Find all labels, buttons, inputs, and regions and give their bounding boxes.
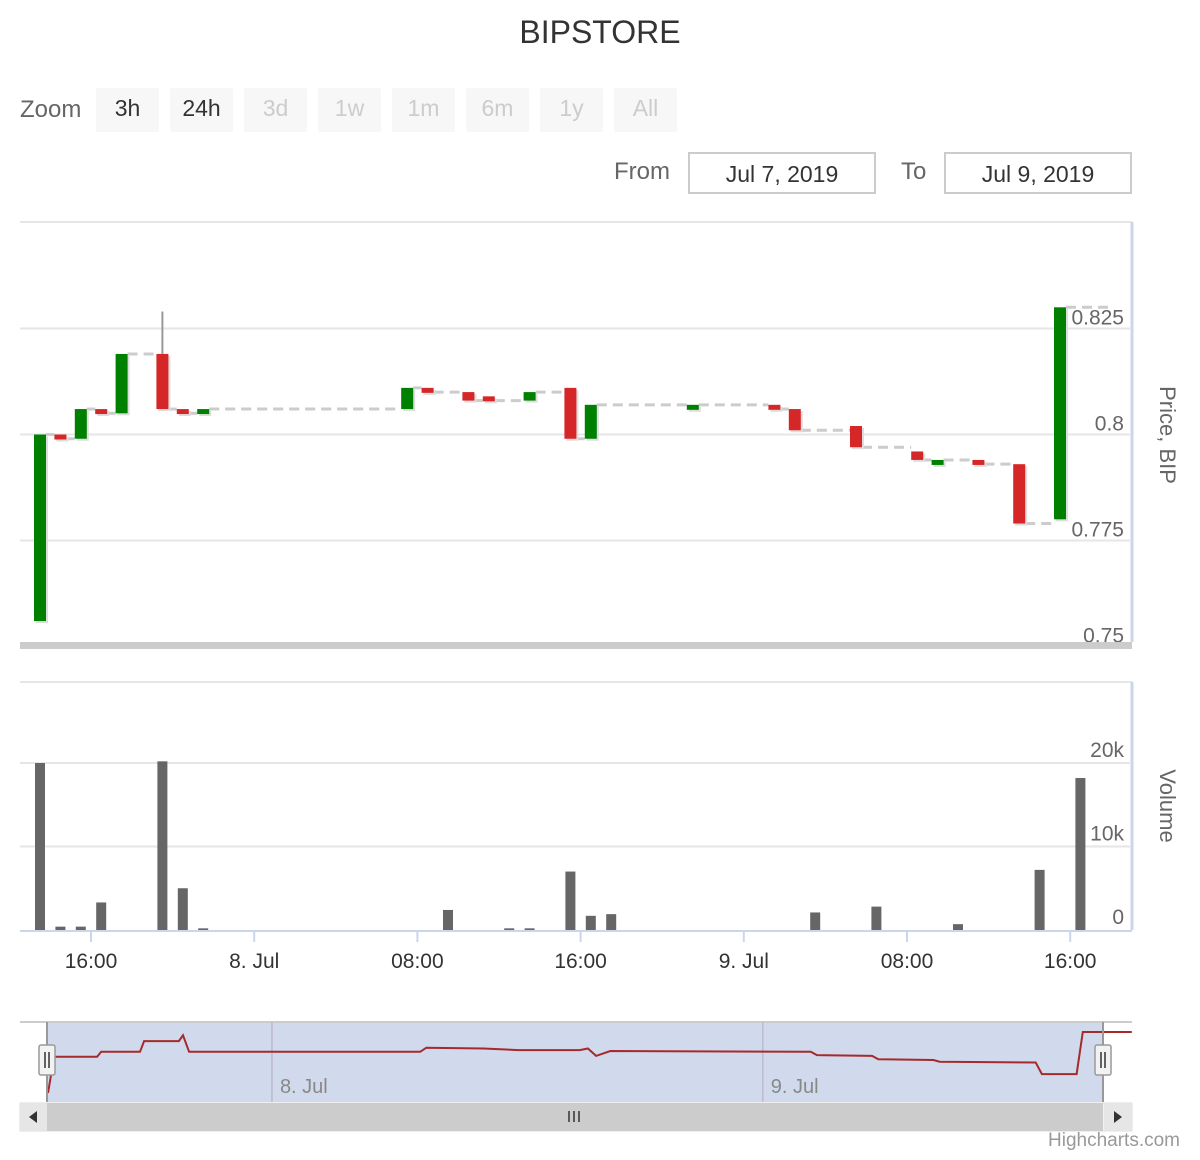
time-tick-label: 8. Jul: [229, 950, 279, 973]
volume-grid: [20, 681, 1134, 930]
volume-bar[interactable]: [198, 928, 209, 930]
arrow-left-icon: [29, 1111, 37, 1123]
candle[interactable]: [584, 404, 597, 439]
candle[interactable]: [1013, 464, 1026, 524]
candle[interactable]: [768, 404, 781, 410]
time-tick-label: 9. Jul: [719, 950, 769, 973]
time-tick-label: 08:00: [391, 950, 444, 973]
navigator-label: 9. Jul: [771, 1076, 819, 1098]
candle[interactable]: [74, 409, 87, 439]
volume-bar[interactable]: [810, 912, 821, 930]
time-tick-label: 08:00: [881, 950, 934, 973]
volume-bar[interactable]: [1034, 869, 1045, 930]
volume-axis: 0 10k 20k: [1090, 739, 1124, 929]
price-axis: 0.75 0.775 0.8 0.825: [1071, 307, 1124, 648]
candle[interactable]: [156, 353, 169, 410]
price-axis-title: Price, BIP: [1155, 386, 1180, 484]
volume-bar[interactable]: [443, 909, 453, 930]
candle[interactable]: [115, 353, 128, 414]
price-tick-label: 0.775: [1071, 519, 1124, 542]
volume-bar[interactable]: [177, 888, 188, 930]
chart-title: BIPSTORE: [519, 14, 681, 50]
price-tick-label: 0.75: [1083, 625, 1124, 648]
candle[interactable]: [176, 409, 189, 415]
volume-bar[interactable]: [1075, 778, 1086, 930]
volume-bar[interactable]: [524, 928, 535, 930]
candlestick-series[interactable]: [34, 307, 1068, 624]
zoom-button-1m[interactable]: 1m: [392, 88, 455, 132]
zoom-label: Zoom: [20, 96, 82, 123]
volume-bar[interactable]: [585, 915, 596, 930]
time-axis: 16:00 8. Jul 08:00 16:00 9. Jul 08:00 16:00: [20, 930, 1132, 973]
candle[interactable]: [523, 392, 536, 401]
price-connector-lines: [46, 305, 1114, 526]
range-from-input[interactable]: Jul 7, 2019: [688, 152, 876, 194]
navigator-right-handle[interactable]: [1094, 1022, 1112, 1102]
arrow-right-icon: [1114, 1111, 1122, 1123]
candle[interactable]: [95, 409, 108, 415]
volume-bar[interactable]: [565, 871, 576, 930]
candle[interactable]: [401, 387, 414, 410]
volume-bar[interactable]: [35, 763, 45, 930]
zoom-button-3d[interactable]: 3d: [244, 88, 307, 132]
candle[interactable]: [911, 451, 924, 460]
volume-bar[interactable]: [55, 926, 66, 930]
volume-bar[interactable]: [157, 761, 168, 930]
candle[interactable]: [931, 459, 944, 465]
candle[interactable]: [482, 396, 495, 402]
volume-series[interactable]: [35, 761, 1086, 930]
zoom-button-3h[interactable]: 3h: [96, 88, 159, 132]
candle[interactable]: [197, 409, 210, 415]
volume-bar[interactable]: [96, 902, 107, 930]
navigator-label: 8. Jul: [280, 1076, 328, 1098]
volume-bar[interactable]: [953, 924, 963, 930]
candle[interactable]: [972, 459, 985, 465]
zoom-button-1w[interactable]: 1w: [318, 88, 381, 132]
price-tick-label: 0.8: [1095, 413, 1124, 436]
candle[interactable]: [1054, 307, 1066, 520]
zoom-button-24h[interactable]: 24h: [170, 88, 233, 132]
candle[interactable]: [788, 409, 801, 431]
volume-bar[interactable]: [504, 928, 515, 930]
candle[interactable]: [462, 392, 475, 401]
volume-bar[interactable]: [75, 926, 86, 930]
zoom-button-all[interactable]: All: [614, 88, 677, 132]
time-tick-label: 16:00: [65, 950, 118, 973]
price-pane-divider: [20, 642, 1132, 649]
scrollbar-thumb[interactable]: [47, 1103, 1103, 1131]
range-to-label: To: [901, 158, 927, 185]
volume-axis-title: Volume: [1155, 769, 1180, 842]
zoom-button-6m[interactable]: 6m: [466, 88, 529, 132]
candle[interactable]: [850, 426, 862, 448]
zoom-button-1y[interactable]: 1y: [540, 88, 603, 132]
volume-tick-label: 10k: [1090, 823, 1124, 846]
candle[interactable]: [686, 404, 699, 410]
time-tick-label: 16:00: [1044, 950, 1097, 973]
candle[interactable]: [564, 387, 577, 439]
volume-tick-label: 20k: [1090, 739, 1124, 762]
volume-bar[interactable]: [871, 906, 882, 930]
time-tick-label: 16:00: [554, 950, 607, 973]
navigator-left-handle[interactable]: [38, 1022, 56, 1102]
navigator-scrollbar[interactable]: [19, 1102, 1133, 1132]
navigator-mask[interactable]: [47, 1023, 1103, 1102]
volume-bar[interactable]: [606, 914, 617, 930]
volume-tick-label: 0: [1112, 906, 1124, 929]
range-to-input[interactable]: Jul 9, 2019: [944, 152, 1132, 194]
candle[interactable]: [421, 387, 434, 393]
range-from-label: From: [614, 158, 670, 185]
credits-link[interactable]: Highcharts.com: [1048, 1130, 1180, 1151]
candle[interactable]: [54, 434, 67, 440]
candle[interactable]: [34, 434, 46, 622]
navigator-series-line: [47, 1031, 1132, 1094]
navigator[interactable]: 8. Jul 9. Jul: [19, 1021, 1133, 1132]
price-tick-label: 0.825: [1071, 307, 1124, 330]
